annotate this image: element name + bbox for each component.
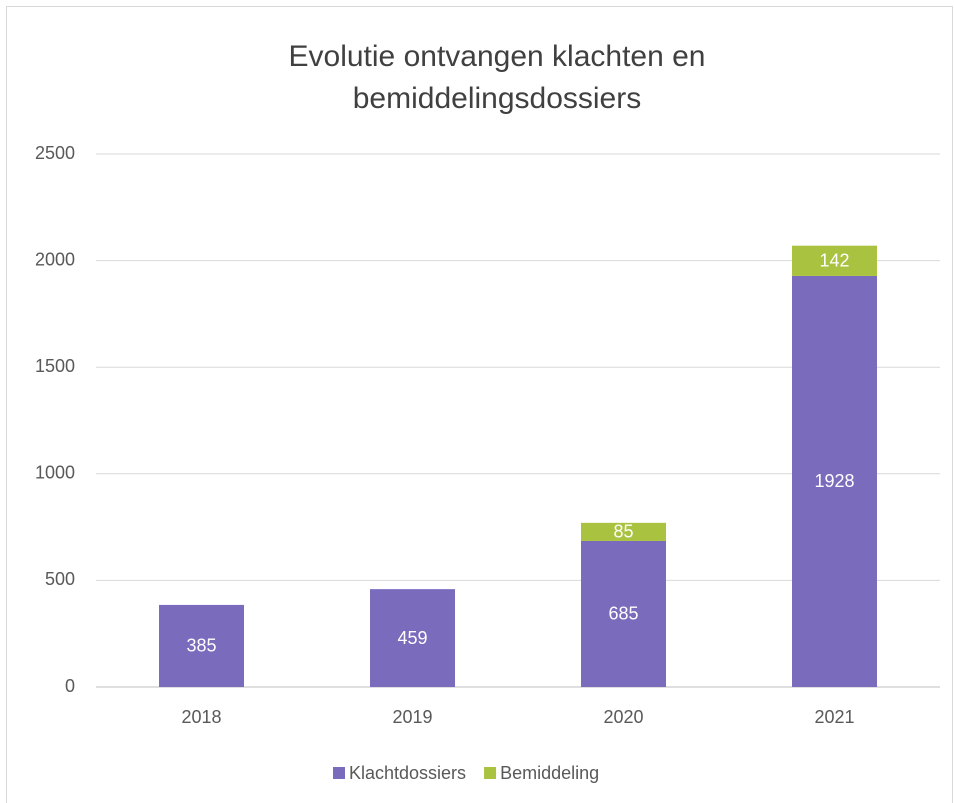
x-tick-label: 2020 (603, 707, 643, 727)
y-tick-label: 1500 (35, 356, 75, 376)
data-label: 85 (613, 522, 633, 542)
bar-segment (792, 275, 877, 687)
x-tick-label: 2018 (181, 707, 221, 727)
data-label: 385 (186, 636, 216, 656)
x-tick-label: 2019 (392, 707, 432, 727)
y-tick-label: 2500 (35, 143, 75, 163)
legend-label: Klachtdossiers (349, 763, 466, 783)
bar-segment (159, 604, 244, 687)
bar-segment (370, 589, 455, 687)
bar-segment (581, 522, 666, 541)
legend-label: Bemiddeling (500, 763, 599, 783)
data-label: 142 (819, 251, 849, 271)
legend-swatch (484, 767, 497, 779)
y-tick-label: 0 (65, 676, 75, 696)
bar-segment (792, 245, 877, 276)
bar-segment (581, 540, 666, 687)
chart-title: Evolutie ontvangen klachten en bemiddeli… (288, 40, 706, 115)
chart-border (6, 6, 953, 803)
legend-swatch (333, 767, 345, 779)
data-label: 685 (608, 604, 638, 624)
x-tick-label: 2021 (814, 707, 854, 727)
y-tick-label: 500 (45, 569, 75, 589)
data-label: 1928 (814, 471, 854, 491)
y-tick-label: 1000 (35, 463, 75, 483)
y-tick-label: 2000 (35, 249, 75, 269)
data-label: 459 (397, 628, 427, 648)
